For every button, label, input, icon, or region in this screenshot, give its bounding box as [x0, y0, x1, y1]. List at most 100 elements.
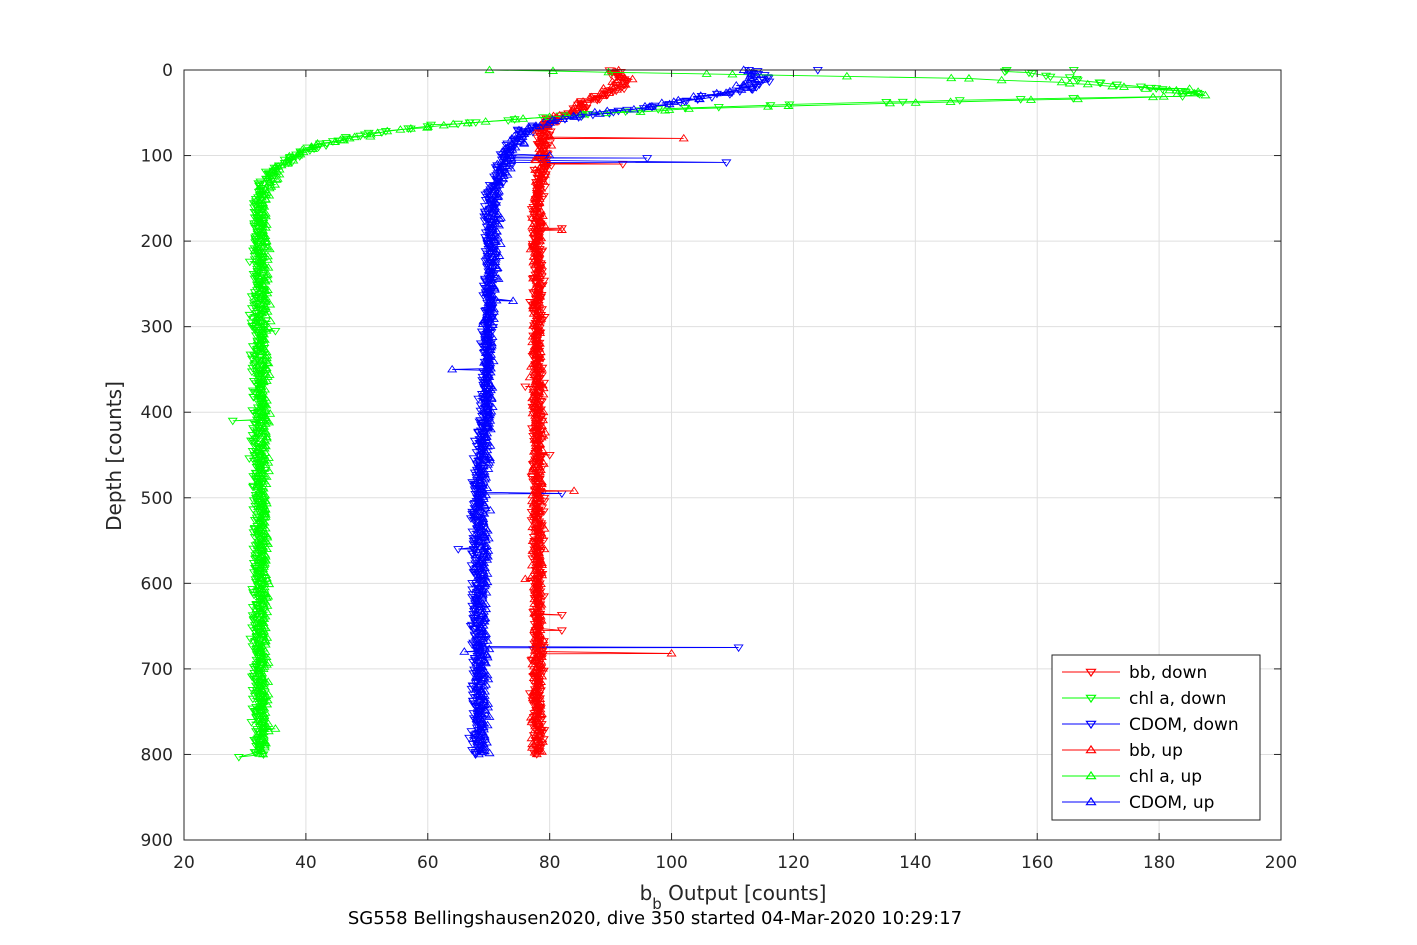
data-point [265, 299, 276, 308]
data-point [254, 553, 265, 562]
data-point [260, 463, 271, 471]
data-point [1118, 82, 1130, 90]
data-point [535, 717, 546, 725]
data-point [251, 548, 262, 557]
data-point [478, 449, 489, 457]
data-point [261, 400, 272, 409]
data-point [784, 101, 795, 110]
data-point [611, 85, 622, 93]
data-point [999, 68, 1010, 77]
data-point [260, 551, 271, 560]
data-point [1045, 73, 1056, 82]
data-point [996, 75, 1007, 84]
data-point [248, 589, 259, 597]
data-point [260, 510, 271, 518]
data-point [344, 133, 355, 142]
data-point [530, 494, 541, 502]
data-point [530, 411, 541, 419]
data-point [482, 670, 493, 679]
data-point [679, 98, 690, 106]
data-point [395, 125, 406, 133]
data-point [250, 292, 261, 301]
data-point [530, 350, 541, 358]
data-point [254, 313, 265, 322]
data-point [438, 120, 449, 129]
data-point [542, 119, 553, 128]
data-point [473, 503, 484, 511]
data-point [246, 305, 258, 313]
data-point [263, 263, 274, 271]
data-point [529, 695, 540, 704]
data-point [260, 496, 271, 504]
data-point [487, 256, 498, 265]
data-point [304, 147, 315, 155]
data-point [1072, 77, 1083, 85]
data-point [227, 417, 238, 426]
data-point [482, 441, 493, 450]
data-point [254, 631, 265, 639]
data-point [602, 106, 613, 115]
data-point [537, 663, 548, 672]
data-point [261, 326, 272, 334]
data-point [281, 157, 292, 166]
data-point [477, 436, 488, 445]
y-tick-label: 300 [141, 318, 173, 338]
data-point [478, 316, 489, 325]
data-point [526, 717, 537, 726]
data-point [480, 599, 491, 607]
data-point [739, 81, 750, 90]
data-point [249, 639, 260, 647]
data-point [484, 644, 495, 653]
data-point [233, 754, 244, 762]
data-point [480, 117, 491, 125]
data-point [531, 125, 542, 134]
data-point [286, 152, 297, 161]
data-point [258, 749, 269, 758]
data-point [267, 165, 278, 174]
data-point [530, 501, 542, 510]
data-point [253, 271, 264, 279]
data-point [484, 712, 495, 720]
data-point [260, 185, 271, 193]
data-point [477, 667, 488, 676]
data-point [518, 114, 529, 122]
data-point [522, 124, 533, 133]
data-point [265, 409, 276, 417]
data-point [529, 622, 540, 631]
data-point [619, 73, 630, 81]
data-point [261, 220, 272, 228]
x-tick-label: 180 [1143, 853, 1175, 873]
data-point [619, 85, 630, 94]
data-point [1072, 94, 1083, 103]
data-point [469, 633, 481, 641]
data-point [264, 579, 275, 588]
data-point [646, 104, 658, 112]
data-point [246, 293, 257, 301]
data-point [554, 110, 565, 119]
data-point [569, 486, 580, 494]
data-point [569, 112, 580, 120]
data-point [262, 372, 273, 380]
data-point [479, 208, 490, 217]
data-point [259, 602, 270, 611]
data-point [535, 218, 546, 227]
data-point [252, 216, 263, 225]
data-point [484, 748, 495, 757]
data-point [477, 562, 488, 570]
data-point [537, 570, 548, 579]
data-point [261, 353, 272, 362]
data-point [533, 742, 544, 750]
data-point [529, 599, 540, 607]
y-tick-label: 700 [141, 660, 173, 680]
legend-item: CDOM, up [1062, 793, 1214, 813]
data-point [485, 269, 496, 277]
data-point [254, 345, 265, 354]
data-point [538, 459, 549, 467]
data-point [536, 652, 547, 661]
data-point [635, 107, 646, 115]
data-point [694, 94, 705, 103]
data-point [508, 296, 519, 304]
data-point [478, 544, 489, 553]
data-point [534, 557, 545, 565]
data-point [1068, 67, 1079, 75]
